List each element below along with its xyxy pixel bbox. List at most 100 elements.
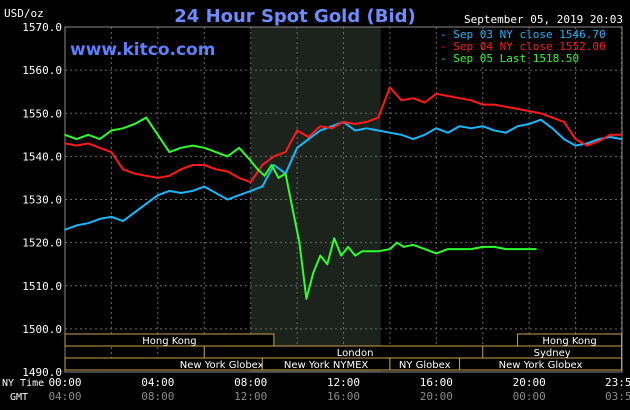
chart-title: 24 Hour Spot Gold (Bid): [174, 6, 415, 27]
session-bar-new-york-nymex: New York NYMEX: [261, 357, 391, 371]
series-point: [342, 121, 345, 123]
series-point: [377, 250, 380, 253]
y-tick-label: 1550.0: [22, 107, 62, 120]
series-point: [609, 134, 612, 136]
series-point: [331, 125, 333, 127]
website-label[interactable]: www.kitco.com: [70, 40, 215, 60]
series-point: [365, 127, 368, 130]
series-point: [598, 140, 600, 143]
series-point: [528, 110, 530, 112]
session-bar-sydney: Sydney: [482, 345, 623, 359]
series-point: [609, 136, 612, 138]
session-bar-london: London: [203, 345, 507, 359]
legend-sep03: - Sep 03 NY close 1546.70: [440, 28, 606, 41]
series-point: [305, 297, 308, 300]
series-point: [110, 151, 113, 153]
series-point: [226, 198, 229, 201]
y-tick-label: 1540.0: [22, 150, 62, 163]
series-point: [133, 123, 136, 125]
session-bar-hong-kong: Hong Kong: [517, 333, 623, 347]
series-point: [133, 211, 136, 214]
series-point: [331, 127, 333, 130]
series-point: [99, 147, 101, 149]
series-point: [226, 170, 229, 173]
series-point: [296, 147, 298, 149]
series-point: [482, 125, 484, 127]
series-point: [261, 164, 264, 166]
x-tick-label-ny: 04:00: [141, 376, 174, 389]
series-point: [482, 103, 484, 106]
series-point: [505, 131, 507, 134]
y-tick-label: 1520.0: [22, 237, 62, 250]
y-axis-unit: USD/oz: [4, 7, 44, 20]
series-point: [493, 246, 496, 248]
series-point: [133, 172, 136, 175]
series-point: [505, 106, 507, 108]
series-point: [261, 185, 264, 188]
series-point: [447, 131, 449, 134]
series-point: [87, 142, 89, 145]
series-point: [168, 190, 171, 192]
series-point: [505, 248, 507, 250]
session-label: NY Globex: [399, 360, 451, 371]
series-point: [273, 164, 275, 166]
series-point: [263, 175, 266, 177]
series-point: [277, 177, 280, 179]
series-point: [273, 155, 275, 158]
series-point: [423, 248, 426, 250]
session-label: Hong Kong: [142, 336, 196, 347]
series-point: [75, 144, 78, 147]
series-point: [87, 134, 89, 136]
x-tick-label-gmt: 16:00: [327, 390, 360, 403]
session-label: Sydney: [534, 348, 571, 359]
series-point: [87, 222, 89, 224]
series-point: [516, 125, 519, 127]
series-point: [340, 254, 343, 257]
plot-frame: [64, 26, 623, 373]
series-point: [482, 246, 484, 248]
x-tick-label-ny: 20:00: [513, 376, 546, 389]
series-point: [215, 151, 217, 153]
series-point: [238, 147, 240, 149]
series-point: [389, 86, 391, 89]
x-tick-label-gmt: 04:00: [48, 390, 81, 403]
series-point: [203, 147, 206, 149]
ny-time-axis-label: NY Time: [2, 378, 44, 389]
series-point: [203, 164, 206, 166]
series-point: [389, 131, 391, 134]
series-point: [226, 155, 229, 158]
series-point: [563, 121, 565, 123]
x-tick-label-ny: 23:59: [605, 376, 630, 389]
series-point: [180, 168, 182, 171]
series-point: [412, 97, 414, 99]
series-point: [412, 244, 414, 246]
series-point: [191, 190, 194, 192]
series-point: [551, 127, 554, 130]
series-point: [284, 172, 287, 175]
series-point: [447, 95, 449, 97]
series-point: [598, 138, 600, 140]
series-point: [157, 177, 159, 179]
timestamp: September 05, 2019 20:03: [464, 13, 623, 26]
series-point: [400, 134, 403, 136]
legend-sep04: - Sep 04 NY close 1552.00: [440, 40, 606, 53]
series-point: [400, 99, 403, 102]
series-point: [377, 116, 380, 119]
series-point: [354, 123, 356, 125]
series-point: [145, 116, 147, 119]
session-label: New York NYMEX: [284, 360, 369, 371]
x-tick-label-ny: 00:00: [48, 376, 81, 389]
series-point: [516, 108, 519, 110]
x-tick-label-gmt: 00:00: [513, 390, 546, 403]
series-point: [435, 252, 438, 255]
series-point: [122, 127, 124, 130]
series-point: [312, 272, 315, 274]
y-tick-label: 1570.0: [22, 21, 62, 34]
series-point: [110, 129, 113, 132]
x-tick-label-gmt: 03:59: [605, 390, 630, 403]
session-bar-ny-globex: NY Globex: [389, 357, 461, 371]
series-point: [586, 144, 588, 147]
series-point: [412, 138, 414, 140]
series-point: [586, 142, 588, 145]
series-point: [180, 192, 182, 194]
